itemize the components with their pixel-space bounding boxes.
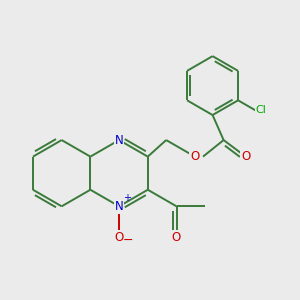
Text: O: O	[190, 150, 200, 163]
Text: O: O	[115, 231, 124, 244]
Text: N: N	[115, 134, 124, 147]
Text: −: −	[123, 234, 134, 247]
Text: O: O	[241, 150, 250, 163]
Text: Cl: Cl	[256, 105, 267, 116]
Text: O: O	[172, 231, 181, 244]
Text: +: +	[123, 193, 131, 203]
Text: N: N	[115, 200, 124, 213]
